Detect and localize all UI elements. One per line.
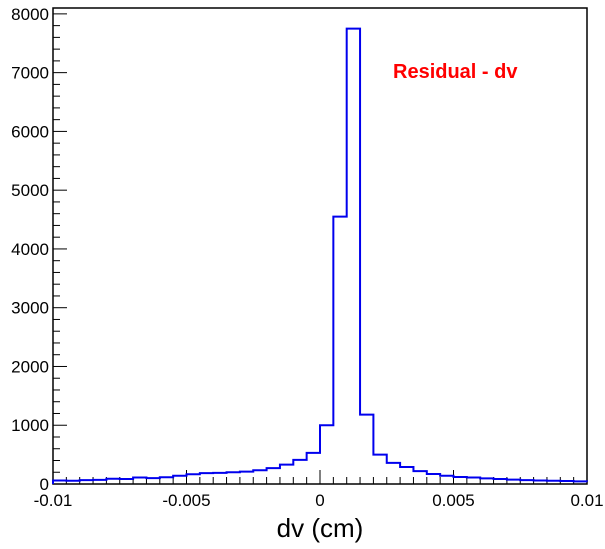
y-tick-label: 1000 [11,416,49,435]
y-tick-label: 6000 [11,122,49,141]
y-tick-label: 2000 [11,357,49,376]
legend-entry: Residual - dv [393,61,518,83]
x-tick-label: 0.01 [570,491,603,510]
y-tick-label: 5000 [11,181,49,200]
x-axis-ticks: -0.01 -0.005 0 0.005 0.01 [34,470,604,510]
y-tick-label: 7000 [11,64,49,83]
y-tick-label: 0 [40,475,49,494]
x-tick-label: -0.01 [34,491,73,510]
y-axis-ticks: 0 1000 2000 3000 4000 5000 6000 7000 8000 [11,5,67,494]
x-tick-label: 0.005 [432,491,475,510]
y-tick-label: 3000 [11,299,49,318]
x-axis-title: dv (cm) [277,513,364,543]
x-tick-label: 0 [315,491,324,510]
y-tick-label: 8000 [11,5,49,24]
y-tick-label: 4000 [11,240,49,259]
x-tick-label: -0.005 [162,491,210,510]
histogram-series-line [52,27,588,484]
